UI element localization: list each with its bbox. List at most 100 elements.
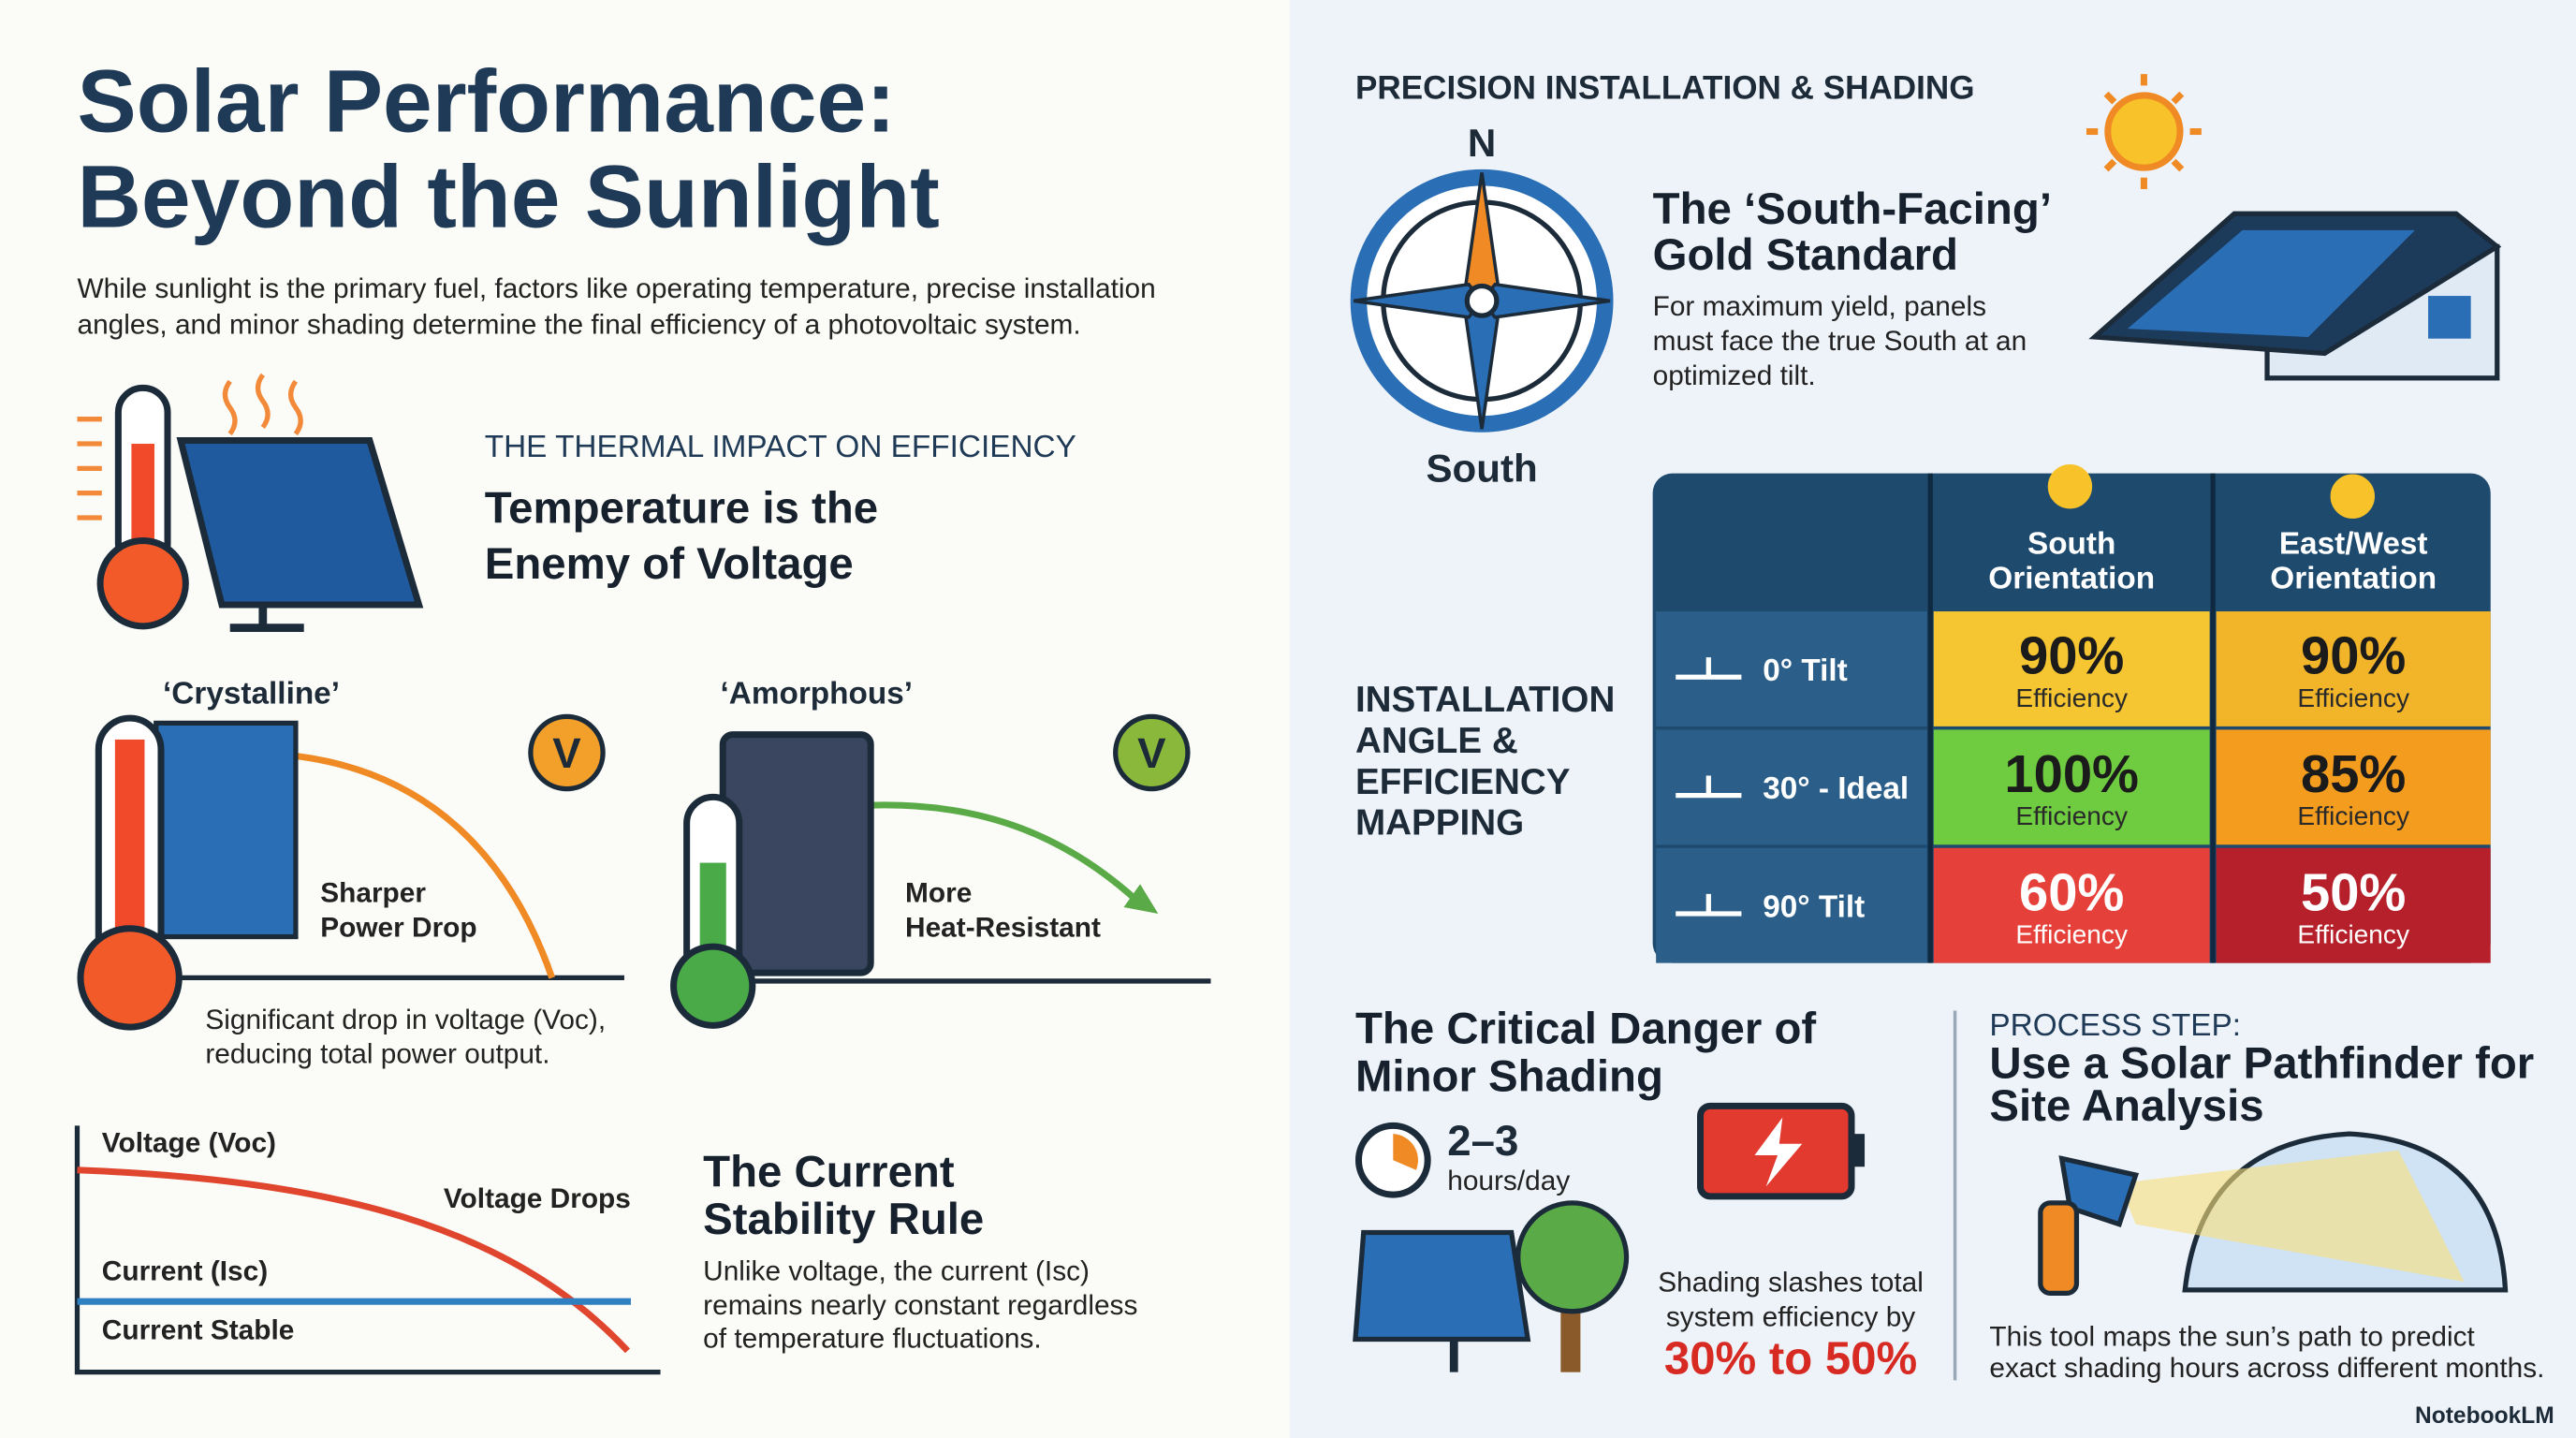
amorphous-diagram-part [1113, 713, 1191, 792]
amorphous-diagram-part [719, 731, 874, 976]
graph-label: Current (Isc) [102, 1255, 268, 1286]
hours: 2–3 [1447, 1117, 1518, 1165]
badge: V [1137, 729, 1166, 777]
section-heading: Stability Rule [703, 1195, 984, 1244]
efficiency-label: Efficiency [2015, 683, 2128, 712]
mapping-label-line: ANGLE & [1355, 721, 1518, 761]
amorphous-diagram-part [1123, 884, 1159, 914]
background-part [0, 0, 1290, 1438]
panel-label: ‘Crystalline’ [163, 676, 340, 711]
body-text: exact shading hours across different mon… [1989, 1353, 2544, 1384]
efficiency-label: Efficiency [2015, 920, 2128, 949]
compass [1350, 169, 1614, 433]
column-header: South [2027, 527, 2115, 562]
caption: reducing total power output. [205, 1039, 549, 1070]
compass-label: N [1468, 121, 1496, 165]
efficiency-cell [1933, 847, 2210, 963]
row-header [1656, 729, 1927, 845]
body-text: For maximum yield, panels [1653, 291, 1986, 322]
column-header: Orientation [2270, 561, 2437, 595]
mapping-label-line: MAPPING [1355, 803, 1524, 844]
thermal-icon-part-part [255, 373, 271, 430]
body-text: of temperature fluctuations. [703, 1323, 1041, 1354]
efficiency-label: Efficiency [2297, 920, 2409, 949]
section-heading: Enemy of Voltage [485, 539, 854, 589]
house-icon-part-part [2103, 91, 2117, 105]
body-text: Shading slashes total [1658, 1268, 1924, 1299]
section-heading: The ‘South-Facing’ [1653, 184, 2052, 234]
panel-note: Power Drop [320, 913, 476, 944]
tilt-icon [1676, 657, 1742, 680]
tilt-label: 0° Tilt [1763, 653, 1848, 688]
crystalline-diagram [77, 713, 624, 1031]
hours-unit: hours/day [1447, 1166, 1570, 1196]
loss-range: 30% to 50% [1664, 1333, 1917, 1384]
efficiency-value: 60% [2019, 862, 2124, 921]
crystalline-diagram-part [295, 753, 556, 979]
row-header [1656, 847, 1927, 963]
efficiency-cell [1933, 729, 2210, 845]
row-header [1656, 611, 1927, 726]
shading-icons-part [1393, 1134, 1418, 1170]
thermal-icon-part-part [288, 379, 303, 436]
column-header: East/West [2279, 527, 2428, 562]
body-text: must face the true South at an [1653, 326, 2027, 357]
crystalline-diagram-part [77, 925, 183, 1031]
efficiency-table-part-part [2330, 474, 2375, 519]
panel-note: Heat-Resistant [905, 913, 1101, 944]
thermal-icon [77, 373, 424, 632]
section-heading: The Critical Danger of [1355, 1005, 1816, 1054]
amorphous-diagram-part [670, 943, 756, 1029]
section-kicker: PRECISION INSTALLATION & SHADING [1355, 69, 1975, 106]
section-heading: Use a Solar Pathfinder for [1989, 1038, 2534, 1088]
efficiency-value: 90% [2019, 626, 2124, 685]
graph-label: Voltage Drops [444, 1183, 631, 1214]
efficiency-value: 50% [2301, 862, 2406, 921]
section-heading: Minor Shading [1355, 1052, 1663, 1102]
compass-part [1464, 283, 1500, 318]
title: Solar Performance: [77, 52, 895, 152]
pathfinder-icon [2038, 1131, 2509, 1297]
tilt-label: 30° - Ideal [1763, 771, 1909, 806]
section-heading: Site Analysis [1989, 1081, 2263, 1131]
crystalline-diagram-part [528, 713, 606, 792]
shading-icons-part [1515, 1200, 1630, 1314]
current-graph-part [74, 1125, 661, 1375]
panel-note: More [905, 878, 972, 909]
shading-icons-part [1852, 1134, 1866, 1167]
badge: V [552, 729, 581, 777]
section-heading: The Current [703, 1147, 955, 1196]
house-icon-part-part [2171, 91, 2185, 105]
house-icon-part [2127, 229, 2415, 337]
efficiency-value: 100% [2004, 744, 2139, 803]
efficiency-value: 85% [2301, 744, 2406, 803]
shading-icons-part [1754, 1117, 1803, 1187]
shading-icons [1353, 1010, 1957, 1381]
body-text: remains nearly constant regardless [703, 1290, 1137, 1321]
efficiency-cell [2216, 729, 2491, 845]
house-icon [2086, 74, 2502, 381]
efficiency-table-part-part [2047, 463, 2093, 509]
pathfinder-icon-part [2119, 1150, 2465, 1283]
efficiency-cell [2216, 611, 2491, 726]
house-icon-part [2104, 92, 2184, 171]
section-kicker: THE THERMAL IMPACT ON EFFICIENCY [485, 430, 1076, 464]
body-text: system efficiency by [1666, 1302, 1915, 1333]
thermal-icon-part-part [222, 379, 238, 436]
mapping-label-line: EFFICIENCY [1355, 762, 1571, 802]
efficiency-cell [2216, 847, 2491, 963]
body-text: Unlike voltage, the current (Isc) [703, 1255, 1090, 1286]
section-heading: Temperature is the [485, 483, 878, 533]
pathfinder-icon-part [2038, 1200, 2080, 1297]
title: Beyond the Sunlight [77, 147, 939, 246]
house-icon-part [2086, 74, 2202, 189]
house-icon-part-part [2103, 158, 2117, 172]
house-icon-part [2428, 296, 2471, 339]
shading-icons-part [1353, 1229, 1531, 1343]
mapping-label-line: INSTALLATION [1355, 680, 1615, 720]
thermal-icon-part [77, 417, 102, 521]
